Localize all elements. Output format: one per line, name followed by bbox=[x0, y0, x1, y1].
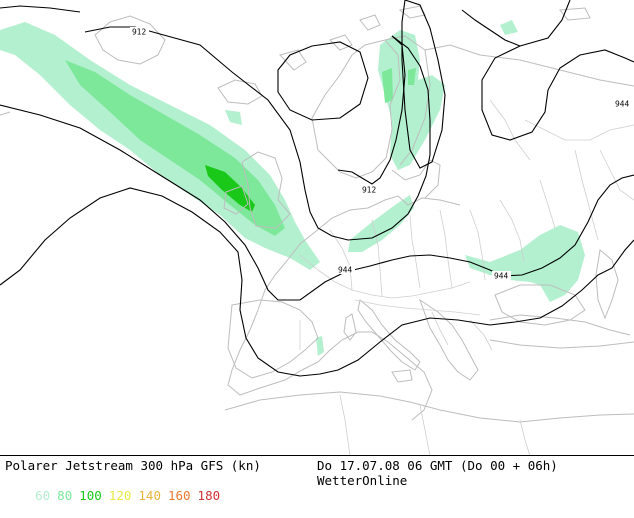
scale-value-160: 160 bbox=[167, 488, 191, 503]
country-borders bbox=[299, 99, 634, 456]
contour-top-mid bbox=[461, 9, 521, 47]
scale-value-80: 80 bbox=[57, 488, 73, 503]
contour-944-main bbox=[0, 104, 634, 301]
contour-top-left bbox=[0, 5, 81, 13]
contour-closed-low-north bbox=[277, 41, 369, 121]
contour-912-inner bbox=[337, 35, 406, 185]
scale-value-180: 180 bbox=[197, 488, 221, 503]
geopotential-contours bbox=[0, 0, 634, 377]
contour-label: 912 bbox=[362, 186, 377, 195]
chart-title: Polarer Jetstream 300 hPa GFS (kn) bbox=[5, 458, 261, 473]
contour-top-right bbox=[481, 0, 634, 141]
coastlines bbox=[0, 5, 634, 423]
contour-closed-low-east bbox=[401, 0, 446, 169]
scale-value-60: 60 bbox=[35, 488, 51, 503]
model-run-time: Do 17.07.08 06 GMT (Do 00 + 06h) bbox=[317, 458, 558, 473]
jet-core-100kn bbox=[205, 165, 255, 212]
speed-scale: 60 80 100 120 140 160 180 bbox=[5, 473, 227, 518]
scale-value-140: 140 bbox=[138, 488, 161, 503]
contour-label: 944 bbox=[615, 100, 630, 109]
contour-label: 944 bbox=[494, 272, 509, 281]
contour-912-west bbox=[84, 26, 431, 241]
legend: Polarer Jetstream 300 hPa GFS (kn) Do 17… bbox=[0, 456, 634, 503]
contour-944-south bbox=[0, 187, 634, 377]
provider-name: WetterOnline bbox=[317, 473, 408, 488]
contour-label: 912 bbox=[132, 28, 147, 37]
scale-value-100: 100 bbox=[79, 488, 102, 503]
jetstream-map: 912 944 912 944 944 bbox=[0, 0, 634, 456]
scale-value-120: 120 bbox=[108, 488, 132, 503]
contour-label: 944 bbox=[338, 266, 353, 275]
